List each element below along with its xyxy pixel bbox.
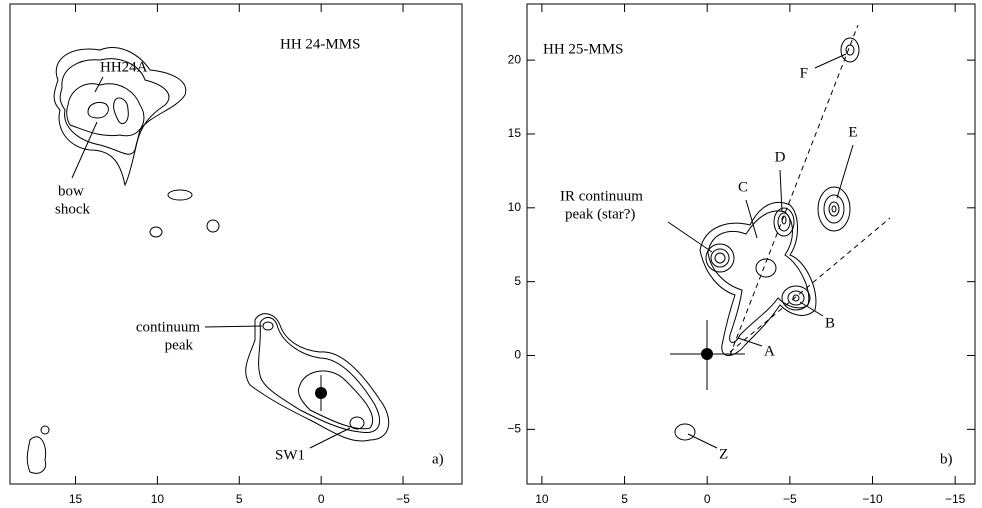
leader-line (836, 144, 854, 199)
x-tick-label: −15 (945, 492, 966, 506)
x-tick-label: −5 (783, 492, 797, 506)
panel-frame (9, 3, 463, 485)
y-tick-label: 10 (508, 200, 522, 214)
annotation: Z (719, 446, 728, 462)
annotation: SW1 (275, 447, 305, 463)
x-tick-label: −10 (862, 492, 883, 506)
leader-line (667, 221, 713, 253)
y-tick-label: 5 (514, 274, 521, 288)
leader-line (745, 199, 758, 239)
annotation: F (800, 65, 808, 81)
annotation: peak (165, 337, 194, 353)
panel-title: HH 24-MMS (280, 36, 360, 52)
leader-line (737, 337, 763, 347)
leader-line (779, 169, 783, 213)
leader-line (814, 53, 847, 69)
x-tick-label: 15 (69, 492, 83, 506)
leader-line (71, 121, 98, 179)
x-tick-label: 0 (704, 492, 711, 506)
leader-line (799, 301, 824, 317)
annotation: IR continuum (560, 188, 643, 204)
annotation: E (848, 124, 857, 140)
panel-label: a) (432, 451, 444, 467)
annotation: B (825, 315, 835, 331)
x-tick-label: 5 (621, 492, 628, 506)
x-tick-label: 5 (236, 492, 243, 506)
annotation: HH24A (100, 59, 148, 75)
annotation: peak (star?) (565, 206, 635, 222)
y-tick-label: −5 (507, 422, 521, 436)
jet-axis (729, 24, 859, 356)
y-tick-label: 20 (508, 52, 522, 66)
annotation: bow (58, 183, 84, 199)
y-tick-label: 15 (508, 126, 522, 140)
x-tick-label: 10 (151, 492, 165, 506)
leader-line (204, 325, 263, 328)
leader-line (94, 76, 104, 93)
x-tick-label: 0 (318, 492, 325, 506)
x-tick-label: −5 (396, 492, 410, 506)
annotation: C (738, 179, 748, 195)
panel-frame (526, 3, 976, 485)
contours (26, 47, 390, 474)
leader-line (687, 433, 718, 449)
leader-line (309, 427, 351, 449)
jet-axis (729, 217, 891, 353)
panel-title: HH 25-MMS (543, 41, 623, 57)
annotation: shock (55, 201, 90, 217)
x-tick-label: 10 (535, 492, 549, 506)
annotation: continuum (136, 319, 200, 335)
contours (674, 37, 860, 441)
annotation: A (764, 343, 775, 359)
panel-label: b) (940, 451, 953, 467)
y-tick-label: 0 (514, 348, 521, 362)
annotation: D (775, 149, 786, 165)
